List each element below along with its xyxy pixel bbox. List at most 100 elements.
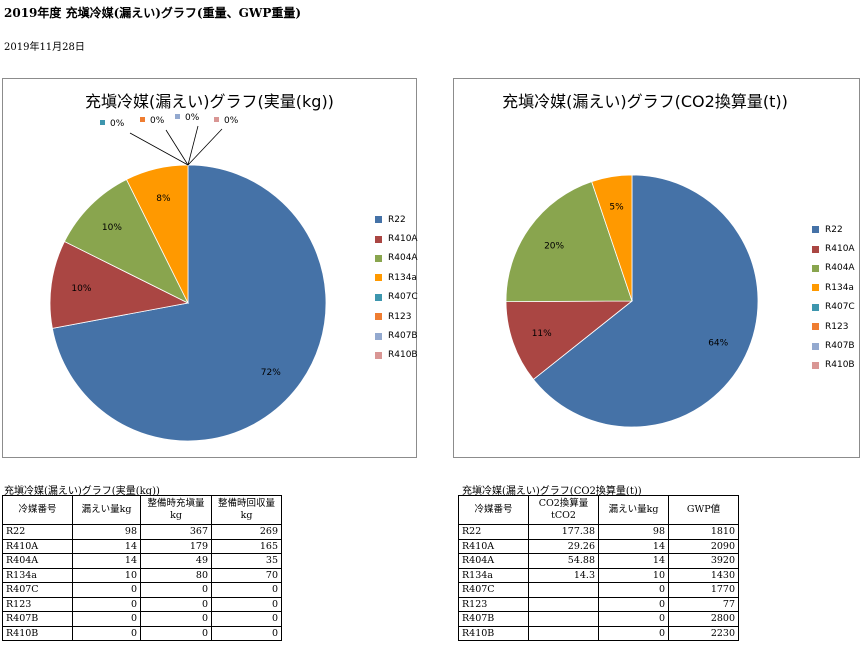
legend-swatch — [812, 245, 819, 253]
legend-swatch — [375, 235, 382, 243]
legend-label: R404A — [388, 253, 418, 264]
pie-slice-r410a — [49, 240, 190, 329]
data-label-r22: 72% — [261, 368, 281, 378]
table-row: R407C 0 1770 — [458, 582, 739, 598]
data-label-key-r123 — [140, 117, 145, 122]
legend-label: R410A — [825, 244, 855, 255]
value-cell: 0 — [211, 625, 282, 641]
legend-swatch — [375, 293, 382, 301]
value-cell — [528, 596, 599, 612]
legend-label: R134a — [388, 272, 417, 283]
value-cell — [528, 611, 599, 627]
data-label-key-r410b — [214, 117, 219, 122]
refrigerant-cell: R404A — [458, 553, 529, 569]
table-row: R123 0 77 — [458, 596, 739, 612]
leader-line-r407b — [187, 125, 199, 166]
table-row: R134a 14.3 10 1430 — [458, 567, 739, 583]
table-header-cell: 漏えい量kg — [598, 495, 669, 525]
legend-swatch — [812, 284, 819, 292]
value-cell: 70 — [211, 567, 282, 583]
value-cell: 1770 — [668, 582, 739, 598]
legend-item-r123: R123 — [812, 317, 855, 336]
legend-item-r123: R123 — [375, 307, 418, 326]
data-label-r410a: 11% — [532, 329, 552, 339]
data-label-r123: 0% — [150, 116, 165, 126]
value-cell: 3920 — [668, 553, 739, 569]
legend-label: R407B — [388, 331, 418, 342]
refrigerant-cell: R407C — [2, 582, 73, 598]
legend-label: R123 — [388, 311, 412, 322]
legend-swatch — [375, 351, 382, 359]
data-label-r407b: 0% — [185, 113, 200, 123]
table-weight: 冷媒番号 漏えい量kg 整備時充塡量 kg 整備時回収量 kg R22 98 367 269 R4… — [2, 495, 282, 641]
refrigerant-cell: R407B — [458, 611, 529, 627]
value-cell: 0 — [140, 611, 212, 627]
table-co2: 冷媒番号 CO2換算量 tCO2 漏えい量kg GWP値 R22 177.38 98 1810… — [458, 495, 739, 641]
value-cell: 179 — [140, 538, 212, 554]
value-cell: 165 — [211, 538, 282, 554]
document-title: 2019年度 充塡冷媒(漏えい)グラフ(重量、GWP重量) — [4, 6, 302, 20]
table-header-cell: 整備時充塡量 kg — [140, 495, 212, 525]
legend-swatch — [812, 323, 819, 331]
pie-slice-r134a — [591, 174, 633, 302]
value-cell: 0 — [211, 582, 282, 598]
value-cell: 0 — [598, 596, 669, 612]
table-row: R407B 0 2800 — [458, 611, 739, 627]
refrigerant-cell: R407B — [2, 611, 73, 627]
value-cell — [528, 582, 599, 598]
value-cell: 0 — [72, 611, 141, 627]
value-cell: 0 — [140, 625, 212, 641]
legend-swatch — [375, 216, 382, 224]
value-cell: 2090 — [668, 538, 739, 554]
table-header-cell: 漏えい量kg — [72, 495, 141, 525]
value-cell: 77 — [668, 596, 739, 612]
data-label-r134a: 5% — [609, 203, 624, 213]
legend-swatch — [812, 342, 819, 350]
chart-co2: 64% 11% 20% 5% 充塡冷媒(漏えい)グラフ(CO2換算量(t)) R22 R… — [453, 78, 860, 458]
legend-item-r407c: R407C — [375, 288, 418, 307]
data-label-r404a: 20% — [544, 241, 564, 251]
value-cell: 0 — [72, 596, 141, 612]
value-cell: 1810 — [668, 524, 739, 540]
value-cell: 0 — [598, 582, 669, 598]
legend-item-r410b: R410B — [812, 356, 855, 375]
value-cell: 0 — [598, 625, 669, 641]
table-header-cell: 冷媒番号 — [2, 495, 73, 525]
legend-label: R404A — [825, 263, 855, 274]
table-header-cell: GWP値 — [668, 495, 739, 525]
pie-slice-r404a — [505, 181, 633, 303]
legend-label: R410A — [388, 234, 418, 245]
table-row: R410B 0 0 0 — [2, 625, 282, 641]
data-label-r404a: 10% — [102, 223, 122, 233]
value-cell: 0 — [72, 582, 141, 598]
value-cell: 1430 — [668, 567, 739, 583]
legend-swatch — [375, 332, 382, 340]
legend-label: R134a — [825, 282, 854, 293]
legend-swatch — [812, 303, 819, 311]
value-cell — [528, 625, 599, 641]
legend-label: R407C — [388, 292, 418, 303]
value-cell: 14.3 — [528, 567, 599, 583]
value-cell: 98 — [598, 524, 669, 540]
legend-item-r407b: R407B — [375, 326, 418, 345]
value-cell: 14 — [72, 553, 141, 569]
pie-slice-r22 — [51, 164, 327, 442]
refrigerant-cell: R134a — [458, 567, 529, 583]
legend-item-r410b: R410B — [375, 346, 418, 365]
value-cell: 14 — [598, 553, 669, 569]
legend-label: R123 — [825, 321, 849, 332]
value-cell: 367 — [140, 524, 212, 540]
pie-slice-r22 — [532, 174, 759, 428]
data-label-r22: 64% — [708, 339, 728, 349]
legend-item-r410a: R410A — [375, 229, 418, 248]
value-cell: 35 — [211, 553, 282, 569]
chart-co2-title: 充塡冷媒(漏えい)グラフ(CO2換算量(t)) — [502, 92, 788, 111]
legend-label: R407B — [825, 341, 855, 352]
value-cell: 269 — [211, 524, 282, 540]
value-cell: 2230 — [668, 625, 739, 641]
value-cell: 0 — [211, 596, 282, 612]
leader-line-r123 — [165, 129, 189, 166]
legend-label: R22 — [388, 214, 406, 225]
value-cell: 80 — [140, 567, 212, 583]
value-cell: 0 — [598, 611, 669, 627]
